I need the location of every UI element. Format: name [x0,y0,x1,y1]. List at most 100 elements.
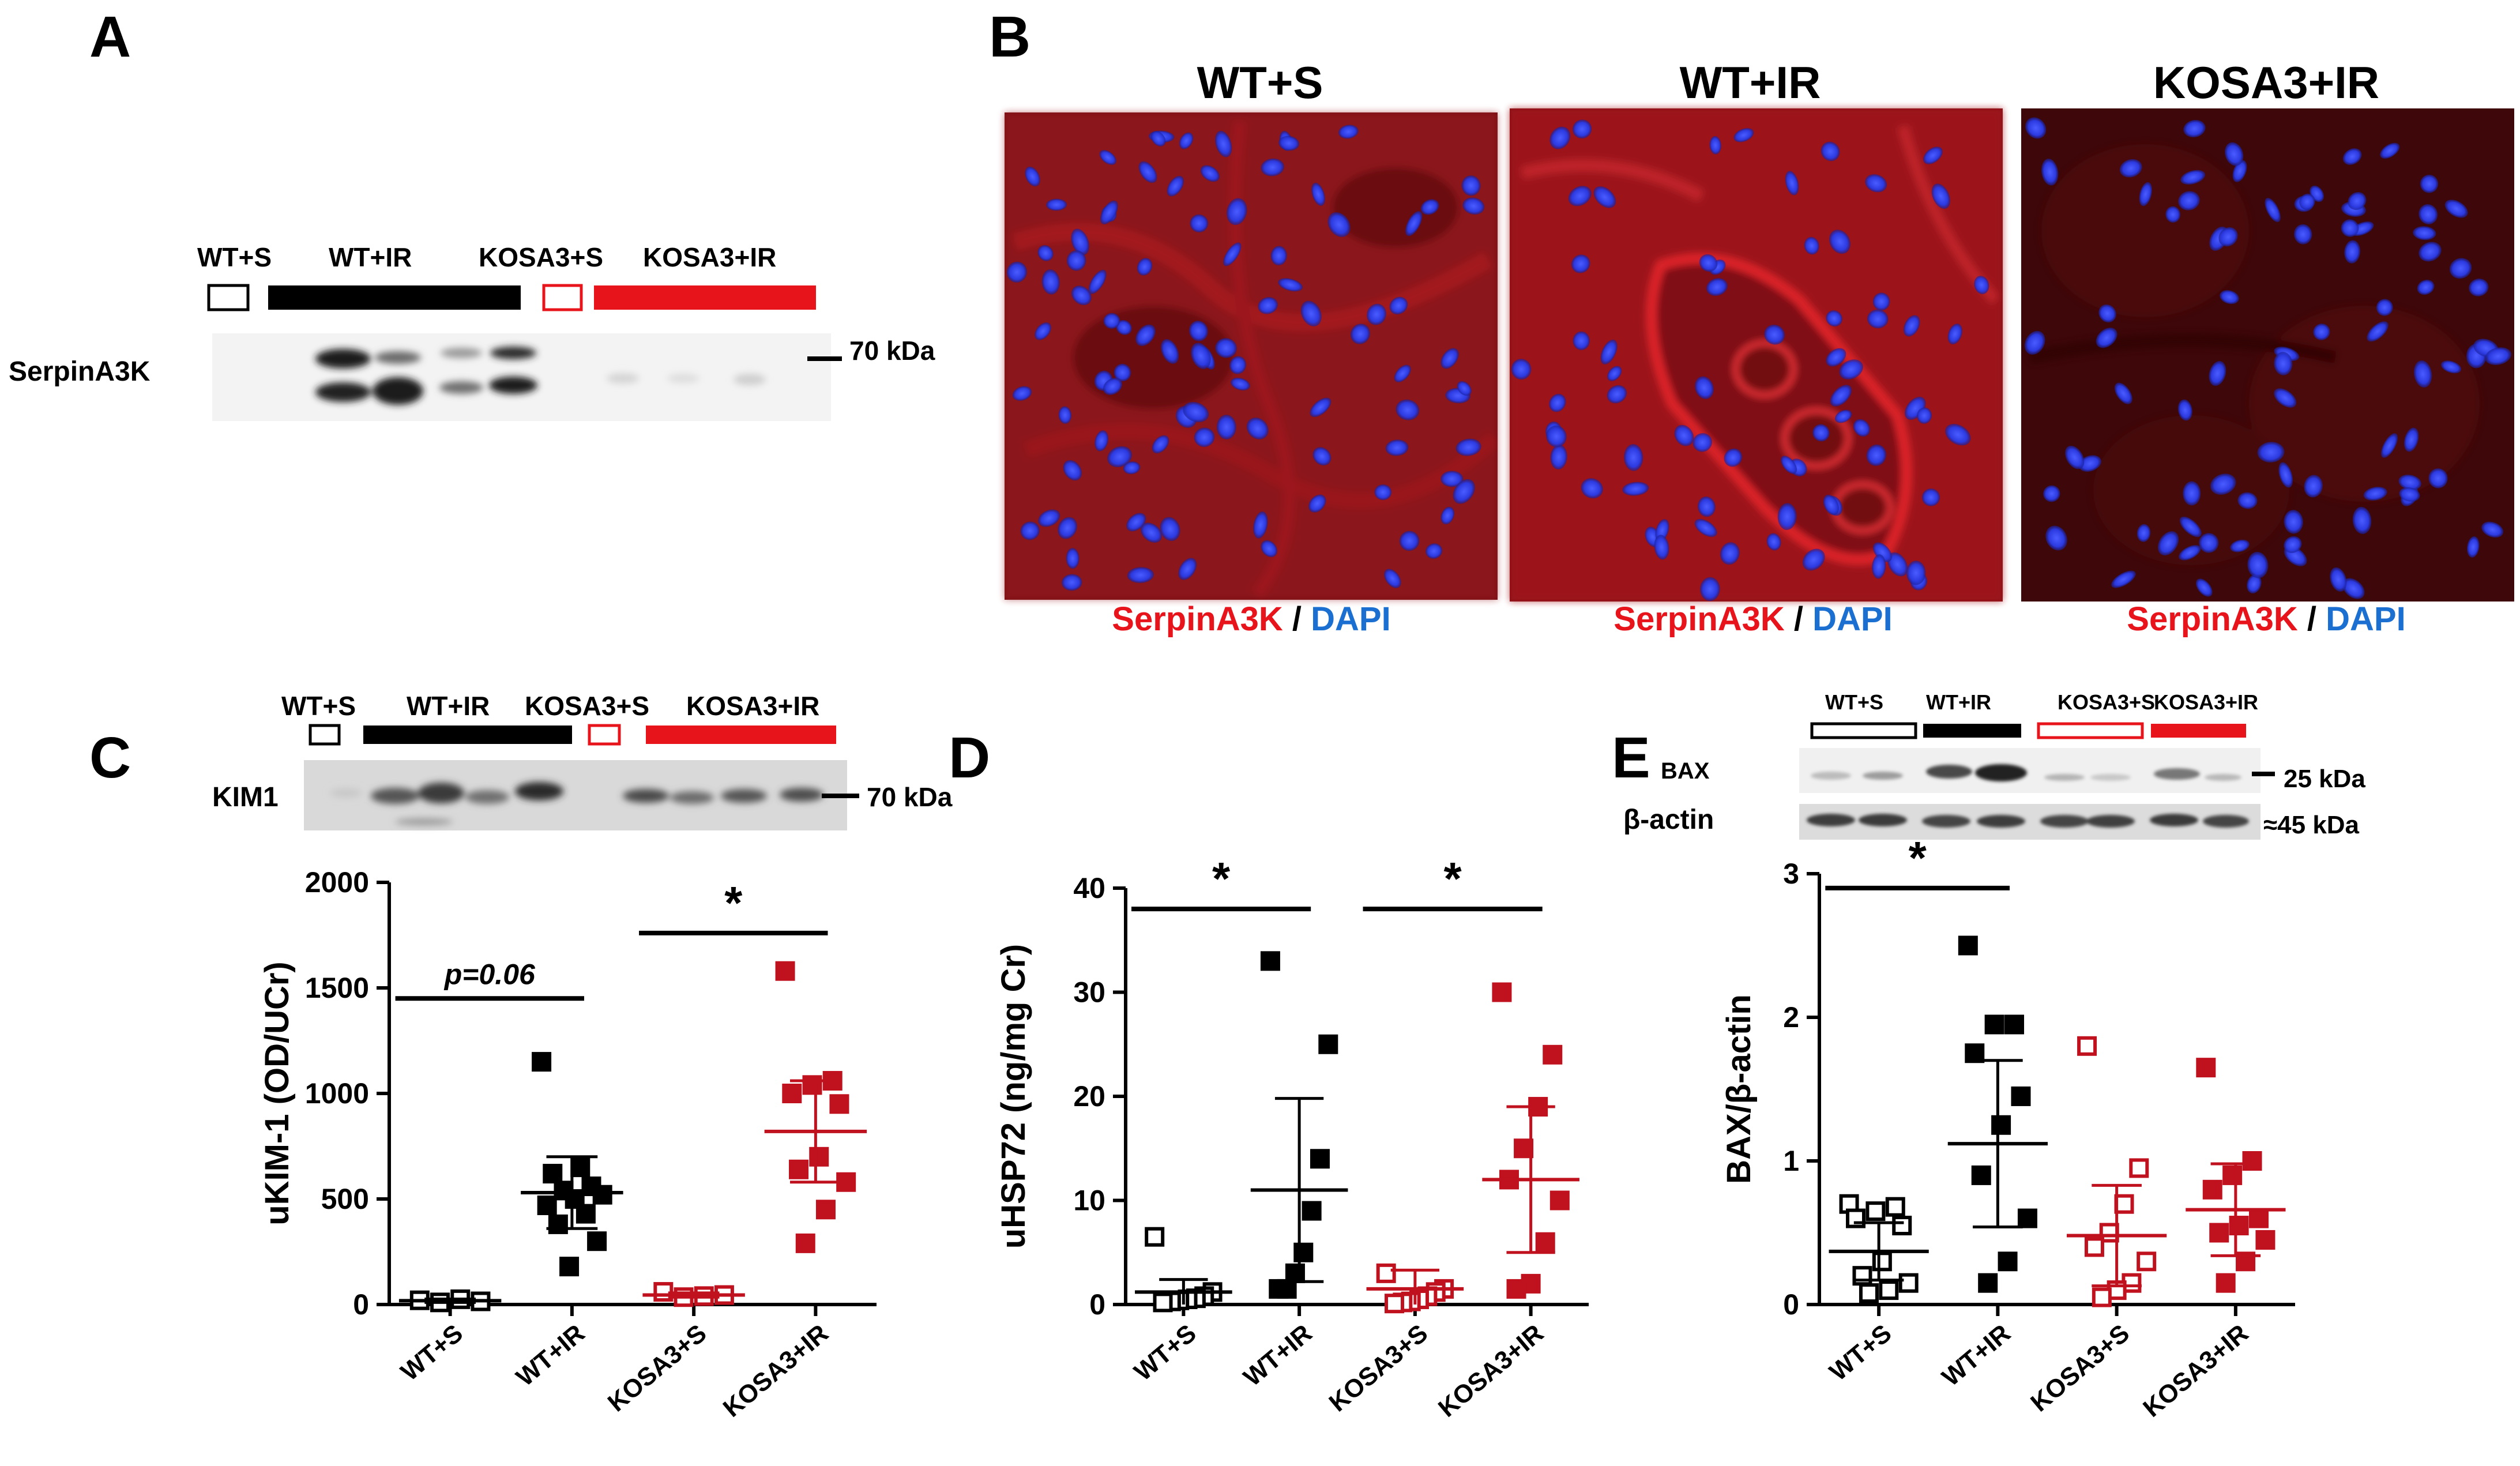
nucleus [2419,204,2438,224]
nucleus [2265,198,2281,223]
x-tick-label: WT+S [1824,1319,1897,1386]
x-tick-label: KOSA3+IR [718,1319,834,1423]
nucleus [2165,206,2181,223]
nucleus [1191,343,1211,369]
data-point [1984,1014,2004,1035]
panel-b-caption-1: SerpinA3K / DAPI [1112,600,1390,638]
panel-e-letter: E [1612,726,1650,790]
nucleus [1568,186,1592,206]
nucleus [2278,462,2293,488]
nucleus [2428,468,2448,488]
nucleus [2444,200,2468,218]
panel-a-group-bar-wt-ir [268,285,521,310]
panel-e-protein-label-bax: BAX [1661,758,1710,784]
panel-b-title-3: KOSA3+IR [2153,57,2379,108]
nucleus [1123,461,1141,475]
nucleus [1826,310,1842,327]
panel-a-group-bar-wt-s [207,284,250,311]
data-point [1535,1232,1555,1252]
nucleus [1223,242,1242,266]
nucleus [1945,424,1971,446]
nucleus [2065,445,2085,469]
nucleus [1138,161,1157,183]
nucleus [2237,492,2258,509]
data-point [1892,1216,1912,1236]
y-axis-label: uHSP72 (ng/mg Cr) [995,944,1032,1249]
y-tick-label: 3 [1783,858,1799,890]
x-tick-label: KOSA3+S [2025,1319,2135,1417]
data-point [1991,1115,2011,1135]
nucleus [1607,366,1622,381]
data-point [1898,1273,1919,1293]
nucleus [2183,481,2201,506]
nucleus [1107,446,1133,468]
nucleus [2419,242,2442,262]
nucleus [1923,146,1943,164]
nucleus [1777,503,1797,530]
data-point [1872,1251,1892,1272]
y-tick-label: 1 [1783,1145,1799,1177]
nucleus [1866,444,1887,466]
nucleus [2274,352,2293,375]
nucleus [1167,175,1184,197]
data-point [1376,1263,1396,1283]
nucleus [1462,197,1485,215]
nucleus [2257,442,2285,463]
nucleus [2178,191,2200,210]
data-point [532,1052,552,1072]
panel-c-group-label-kosa3-s: KOSA3+S [525,691,649,721]
data-point [2011,1086,2031,1106]
x-tick-label: WT+IR [511,1319,590,1392]
data-point [815,1200,836,1220]
data-point [592,1185,612,1205]
nucleus [1550,445,1567,470]
nucleus [1546,425,1567,448]
panel-a-group-label-wt-ir: WT+IR [329,242,412,272]
nucleus [2098,304,2116,323]
nucleus [1088,269,1107,294]
nucleus [2440,360,2462,374]
data-point [1145,1227,1165,1247]
micrograph-kosa3-ir [2021,108,2514,602]
nucleus [1724,448,1743,467]
nucleus [2195,578,2213,597]
nucleus [1038,509,1060,527]
y-tick-label: 500 [321,1183,369,1215]
y-tick-label: 2 [1783,1001,1799,1033]
nucleus [1126,513,1146,532]
nucleus [1258,297,1278,314]
panel-a-letter: A [89,5,131,69]
nucleus [1127,567,1154,583]
nucleus [1200,165,1220,182]
nucleus [1692,433,1713,452]
data-point [809,1147,829,1167]
nucleus [1226,198,1247,225]
nucleus [2449,258,2472,279]
nucleus [2024,330,2045,355]
data-point [1549,1190,1570,1211]
data-point [2092,1287,2112,1307]
nucleus [1706,278,1728,296]
nucleus [2417,280,2435,295]
panel-c-group-bar-wt-ir [363,726,572,744]
nucleus [1872,292,1890,311]
nucleus [2114,382,2132,404]
nucleus [1194,427,1215,448]
panel-b-caption-3: SerpinA3K / DAPI [2127,600,2405,638]
nucleus [2224,142,2244,166]
nucleus [2363,487,2387,501]
data-point [1978,1273,1998,1293]
nucleus [2137,524,2151,542]
nucleus [1020,521,1040,540]
nucleus [1457,381,1472,396]
nucleus [2045,525,2067,551]
nucleus [1694,376,1714,399]
nucleus [2284,510,2303,534]
data-point [548,1214,568,1234]
panel-c-letter: C [89,726,131,790]
nucleus [1308,494,1326,513]
nucleus [1804,236,1819,255]
chart-c: 0 500 1000 1500 2000 uKIM-1 (OD/UCr) WT+S WT+IR… [258,866,877,1423]
